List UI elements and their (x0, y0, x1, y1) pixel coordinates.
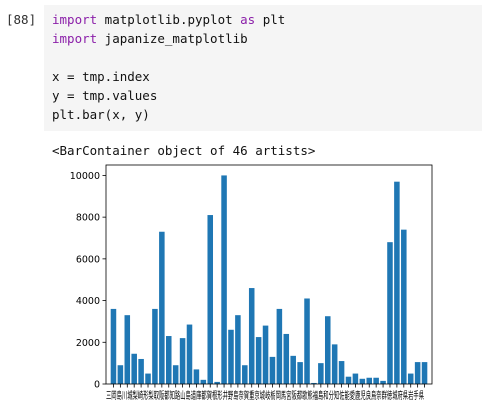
y-tick-label-1: 2000 (76, 338, 100, 349)
y-tick-label-0: 0 (94, 380, 100, 391)
bar-28 (304, 298, 310, 384)
bar-24 (276, 308, 283, 384)
bar-26 (290, 355, 296, 384)
bar-30 (318, 363, 324, 384)
bar-12 (193, 369, 200, 384)
bar-0 (110, 308, 117, 384)
y-tick-label-2: 4000 (76, 296, 100, 307)
bar-6 (152, 308, 158, 384)
bar-17 (228, 329, 234, 384)
x-tick-labels: 三岡島川城梨崎形梨取阪都知路山島道庫都賀根形井野島奈賀重京城岐栃岡馬宮阪都歌熊福… (106, 389, 424, 402)
bar-34 (345, 376, 352, 384)
bar-43 (407, 373, 414, 384)
cell-output-text: <BarContainer object of 46 artists> (52, 143, 316, 158)
code-line-6: plt.bar(x, y) (52, 107, 150, 122)
bar-29 (311, 382, 317, 384)
code-editor[interactable]: import matplotlib.pyplot as plt import j… (44, 5, 482, 131)
bar-22 (262, 325, 269, 384)
y-tick-label-5: 10000 (70, 171, 100, 182)
bar-37 (366, 377, 373, 384)
code-cell[interactable]: [88] import matplotlib.pyplot as plt imp… (0, 0, 482, 131)
bar-14 (207, 215, 214, 384)
bar-2 (124, 315, 131, 384)
bar-11 (186, 324, 193, 384)
code-line-4: x = tmp.index (52, 69, 150, 84)
bar-15 (214, 381, 220, 384)
bar-33 (338, 361, 345, 384)
code-line-1: import matplotlib.pyplot as plt (52, 12, 286, 27)
bar-3 (131, 353, 137, 384)
bar-36 (359, 378, 366, 384)
bar-5 (145, 373, 151, 384)
plot-area: 0 2000 4000 6000 8000 10000 三岡島川城梨崎形梨取阪都知路山島道庫… (70, 164, 433, 402)
bar-19 (242, 365, 248, 384)
bar-chart: 0 2000 4000 6000 8000 10000 三岡島川城梨崎形梨取阪都知路山島道庫… (70, 164, 433, 402)
code-line-5: y = tmp.values (52, 88, 158, 103)
bar-44 (414, 362, 421, 384)
bar-13 (200, 379, 207, 384)
bar-8 (165, 336, 172, 384)
bar-40 (387, 242, 393, 384)
bar-25 (283, 333, 290, 384)
bar-45 (421, 362, 428, 384)
bar-20 (248, 288, 255, 384)
bar-18 (235, 315, 241, 384)
bar-41 (394, 181, 400, 384)
bar-27 (297, 362, 303, 384)
bar-31 (324, 316, 331, 384)
bar-21 (255, 337, 262, 384)
bar-10 (179, 338, 186, 384)
bar-35 (352, 373, 359, 384)
bar-38 (373, 377, 379, 384)
bar-9 (172, 365, 179, 384)
y-tick-label-3: 6000 (76, 254, 100, 265)
bar-32 (331, 344, 338, 384)
bar-23 (269, 356, 276, 384)
execution-count: [88] (6, 12, 37, 27)
code-line-2: import japanize_matplotlib (52, 31, 248, 46)
bar-7 (159, 231, 165, 384)
bar-16 (221, 175, 227, 384)
bar-39 (380, 380, 386, 384)
bar-4 (138, 358, 144, 384)
bar-42 (401, 229, 407, 384)
axes-frame (105, 164, 433, 385)
bar-1 (117, 365, 124, 384)
y-tick-label-4: 8000 (76, 213, 100, 224)
